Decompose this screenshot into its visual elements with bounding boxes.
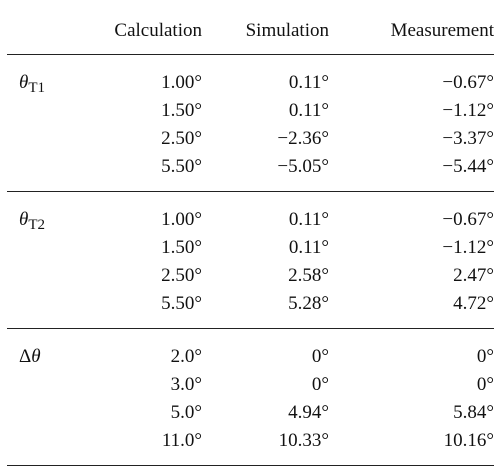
table-row: Δθ 2.0° 0° 0° bbox=[7, 329, 494, 372]
cell-calculation: 1.50° bbox=[161, 100, 202, 121]
row-symbol-theta-t2: θT2 bbox=[7, 192, 95, 235]
cell-measurement: −1.12° bbox=[442, 100, 494, 121]
table-row: 5.50° −5.05° −5.44° bbox=[7, 153, 494, 192]
header-measurement: Measurement bbox=[333, 0, 494, 55]
table-row: θT1 1.00° 0.11° −0.67° bbox=[7, 55, 494, 98]
cell-measurement: 0° bbox=[476, 374, 494, 395]
cell-simulation: 4.94° bbox=[288, 402, 329, 423]
cell-calculation: 1.00° bbox=[161, 72, 202, 93]
cell-simulation: 0.11° bbox=[288, 237, 329, 258]
symbol-subscript: T2 bbox=[28, 217, 46, 233]
table-row: 1.50° 0.11° −1.12° bbox=[7, 234, 494, 262]
group-delta-theta: Δθ 2.0° 0° 0° 3.0° 0° 0° 5.0° 4.94° 5.84… bbox=[7, 329, 494, 466]
cell-measurement: 2.47° bbox=[453, 265, 494, 286]
table-row: 5.50° 5.28° 4.72° bbox=[7, 290, 494, 329]
cell-calculation: 3.0° bbox=[170, 374, 202, 395]
cell-simulation: 0.11° bbox=[288, 72, 329, 93]
cell-measurement: 10.16° bbox=[443, 430, 494, 451]
group-theta-t2: θT2 1.00° 0.11° −0.67° 1.50° 0.11° −1.12… bbox=[7, 192, 494, 329]
cell-measurement: 0° bbox=[476, 346, 494, 367]
table-row: 2.50° −2.36° −3.37° bbox=[7, 125, 494, 153]
cell-calculation: 2.50° bbox=[161, 128, 202, 149]
table-row: 2.50° 2.58° 2.47° bbox=[7, 262, 494, 290]
cell-simulation: 5.28° bbox=[288, 293, 329, 314]
cell-simulation: 10.33° bbox=[278, 430, 329, 451]
cell-calculation: 5.50° bbox=[161, 156, 202, 177]
table-row: 5.0° 4.94° 5.84° bbox=[7, 399, 494, 427]
symbol-delta: Δ bbox=[19, 346, 32, 367]
header-empty bbox=[7, 0, 95, 55]
header-row: Calculation Simulation Measurement bbox=[7, 0, 494, 55]
cell-measurement: −0.67° bbox=[442, 209, 494, 230]
table-row: 3.0° 0° 0° bbox=[7, 371, 494, 399]
cell-measurement: −0.67° bbox=[442, 72, 494, 93]
cell-simulation: −2.36° bbox=[277, 128, 329, 149]
cell-calculation: 2.50° bbox=[161, 265, 202, 286]
symbol-theta: θ bbox=[19, 72, 29, 93]
table-row: θT2 1.00° 0.11° −0.67° bbox=[7, 192, 494, 235]
row-symbol-theta-t1: θT1 bbox=[7, 55, 95, 98]
cell-calculation: 5.0° bbox=[170, 402, 202, 423]
header-simulation: Simulation bbox=[202, 0, 333, 55]
results-table: Calculation Simulation Measurement θT1 1… bbox=[7, 0, 494, 466]
cell-simulation: 0° bbox=[311, 374, 329, 395]
cell-simulation: 0.11° bbox=[288, 100, 329, 121]
cell-simulation: −5.05° bbox=[277, 156, 329, 177]
header-calculation: Calculation bbox=[95, 0, 202, 55]
cell-measurement: −5.44° bbox=[442, 156, 494, 177]
group-theta-t1: θT1 1.00° 0.11° −0.67° 1.50° 0.11° −1.12… bbox=[7, 55, 494, 192]
symbol-subscript: T1 bbox=[28, 80, 46, 96]
cell-simulation: 0° bbox=[311, 346, 329, 367]
symbol-theta: θ bbox=[19, 209, 29, 230]
cell-measurement: 4.72° bbox=[453, 293, 494, 314]
cell-measurement: −1.12° bbox=[442, 237, 494, 258]
cell-measurement: 5.84° bbox=[453, 402, 494, 423]
cell-calculation: 1.00° bbox=[161, 209, 202, 230]
cell-simulation: 0.11° bbox=[288, 209, 329, 230]
cell-calculation: 2.0° bbox=[170, 346, 202, 367]
cell-measurement: −3.37° bbox=[442, 128, 494, 149]
symbol-theta: θ bbox=[31, 346, 41, 367]
table-row: 1.50° 0.11° −1.12° bbox=[7, 97, 494, 125]
cell-calculation: 5.50° bbox=[161, 293, 202, 314]
row-symbol-delta-theta: Δθ bbox=[7, 329, 95, 372]
results-table-container: Calculation Simulation Measurement θT1 1… bbox=[7, 0, 494, 466]
cell-calculation: 1.50° bbox=[161, 237, 202, 258]
table-row: 11.0° 10.33° 10.16° bbox=[7, 427, 494, 466]
table-header: Calculation Simulation Measurement bbox=[7, 0, 494, 55]
cell-calculation: 11.0° bbox=[161, 430, 202, 451]
cell-simulation: 2.58° bbox=[288, 265, 329, 286]
